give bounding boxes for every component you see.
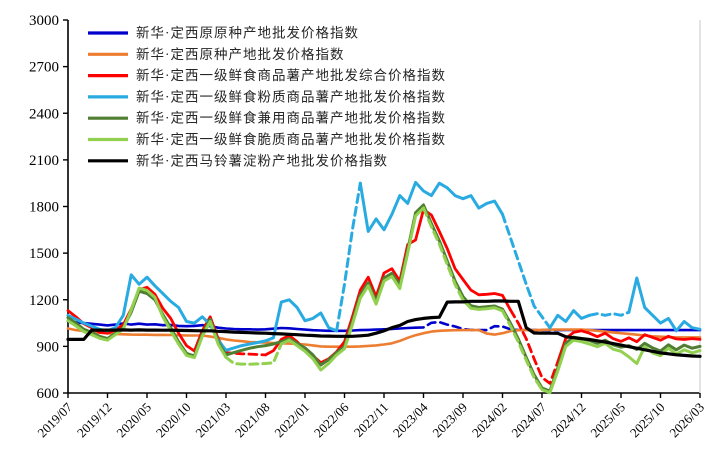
y-tick-label: 2700 bbox=[29, 60, 59, 76]
y-tick-label: 600 bbox=[37, 386, 60, 402]
legend-item-2: 新华·定西一级鲜食商品薯产地批发综合价格指数 bbox=[88, 67, 446, 83]
legend-label-5: 新华·定西一级鲜食脆质商品薯产地批发价格指数 bbox=[136, 131, 446, 147]
y-tick-label: 2400 bbox=[29, 106, 59, 122]
series-line-2 bbox=[509, 308, 560, 385]
legend-label-1: 新华·定西原种产地批发价格指数 bbox=[136, 47, 345, 62]
series-line-2 bbox=[66, 285, 220, 353]
series-line-3 bbox=[335, 181, 362, 333]
x-tick-label: 2023/04 bbox=[390, 399, 431, 440]
series-line-2 bbox=[264, 208, 512, 365]
series-line-5 bbox=[66, 286, 228, 360]
x-tick-label: 2024/02 bbox=[469, 400, 510, 441]
legend-item-6: 新华·定西马铃薯淀粉产地批发价格指数 bbox=[88, 153, 388, 168]
y-tick-label: 1200 bbox=[29, 293, 59, 309]
x-tick-label: 2024/12 bbox=[548, 400, 589, 441]
legend-label-0: 新华·定西原原种产地批发价格指数 bbox=[136, 26, 359, 41]
legend-item-3: 新华·定西一级鲜食粉质商品薯产地批发价格指数 bbox=[88, 88, 446, 104]
x-tick-label: 2024/07 bbox=[508, 399, 549, 440]
series-line-3 bbox=[358, 180, 504, 233]
series-line-5 bbox=[461, 298, 504, 313]
y-tick-label: 3000 bbox=[29, 13, 59, 29]
x-tick-label: 2026/03 bbox=[666, 400, 707, 441]
y-tick-label: 2100 bbox=[29, 153, 59, 169]
series-line-2 bbox=[556, 329, 702, 364]
x-tick-label: 2021/08 bbox=[232, 400, 273, 441]
x-tick-label: 2019/07 bbox=[34, 399, 75, 440]
x-tick-label: 2020/10 bbox=[153, 400, 194, 441]
x-tick-label: 2022/01 bbox=[271, 400, 312, 441]
series-line-5 bbox=[422, 206, 465, 302]
series-line-6 bbox=[66, 299, 702, 358]
x-tick-label: 2023/09 bbox=[429, 400, 470, 441]
legend-label-2: 新华·定西一级鲜食商品薯产地批发综合价格指数 bbox=[136, 67, 446, 83]
series-line-5 bbox=[501, 309, 544, 392]
series-line-3 bbox=[501, 212, 552, 330]
y-tick-label: 900 bbox=[37, 339, 60, 355]
y-tick-label: 1500 bbox=[29, 246, 59, 262]
legend-item-4: 新华·定西一级鲜食兼用商品薯产地批发价格指数 bbox=[88, 110, 446, 126]
series-line-5 bbox=[540, 338, 702, 395]
legend-item-1: 新华·定西原种产地批发价格指数 bbox=[88, 47, 345, 62]
y-tick-label: 1800 bbox=[29, 200, 59, 216]
series-line-4 bbox=[66, 203, 702, 393]
x-tick-label: 2025/10 bbox=[627, 400, 668, 441]
series-line-3 bbox=[548, 309, 591, 330]
legend-label-3: 新华·定西一级鲜食粉质商品薯产地批发价格指数 bbox=[136, 88, 446, 104]
legend-item-0: 新华·定西原原种产地批发价格指数 bbox=[88, 26, 359, 41]
x-tick-label: 2020/05 bbox=[113, 400, 154, 441]
x-tick-label: 2021/03 bbox=[192, 400, 233, 441]
x-tick-label: 2019/12 bbox=[74, 400, 115, 441]
x-tick-label: 2025/05 bbox=[587, 400, 628, 441]
legend-label-4: 新华·定西一级鲜食兼用商品薯产地批发价格指数 bbox=[136, 110, 446, 126]
series-line-3 bbox=[587, 310, 631, 317]
x-tick-label: 2022/06 bbox=[311, 399, 352, 440]
series-line-3 bbox=[627, 276, 702, 333]
series-line-5 bbox=[224, 342, 283, 366]
legend-label-6: 新华·定西马铃薯淀粉产地批发价格指数 bbox=[136, 153, 388, 168]
legend-item-5: 新华·定西一级鲜食脆质商品薯产地批发价格指数 bbox=[88, 131, 446, 147]
series-line-5 bbox=[279, 206, 425, 372]
x-tick-label: 2022/11 bbox=[351, 400, 391, 440]
